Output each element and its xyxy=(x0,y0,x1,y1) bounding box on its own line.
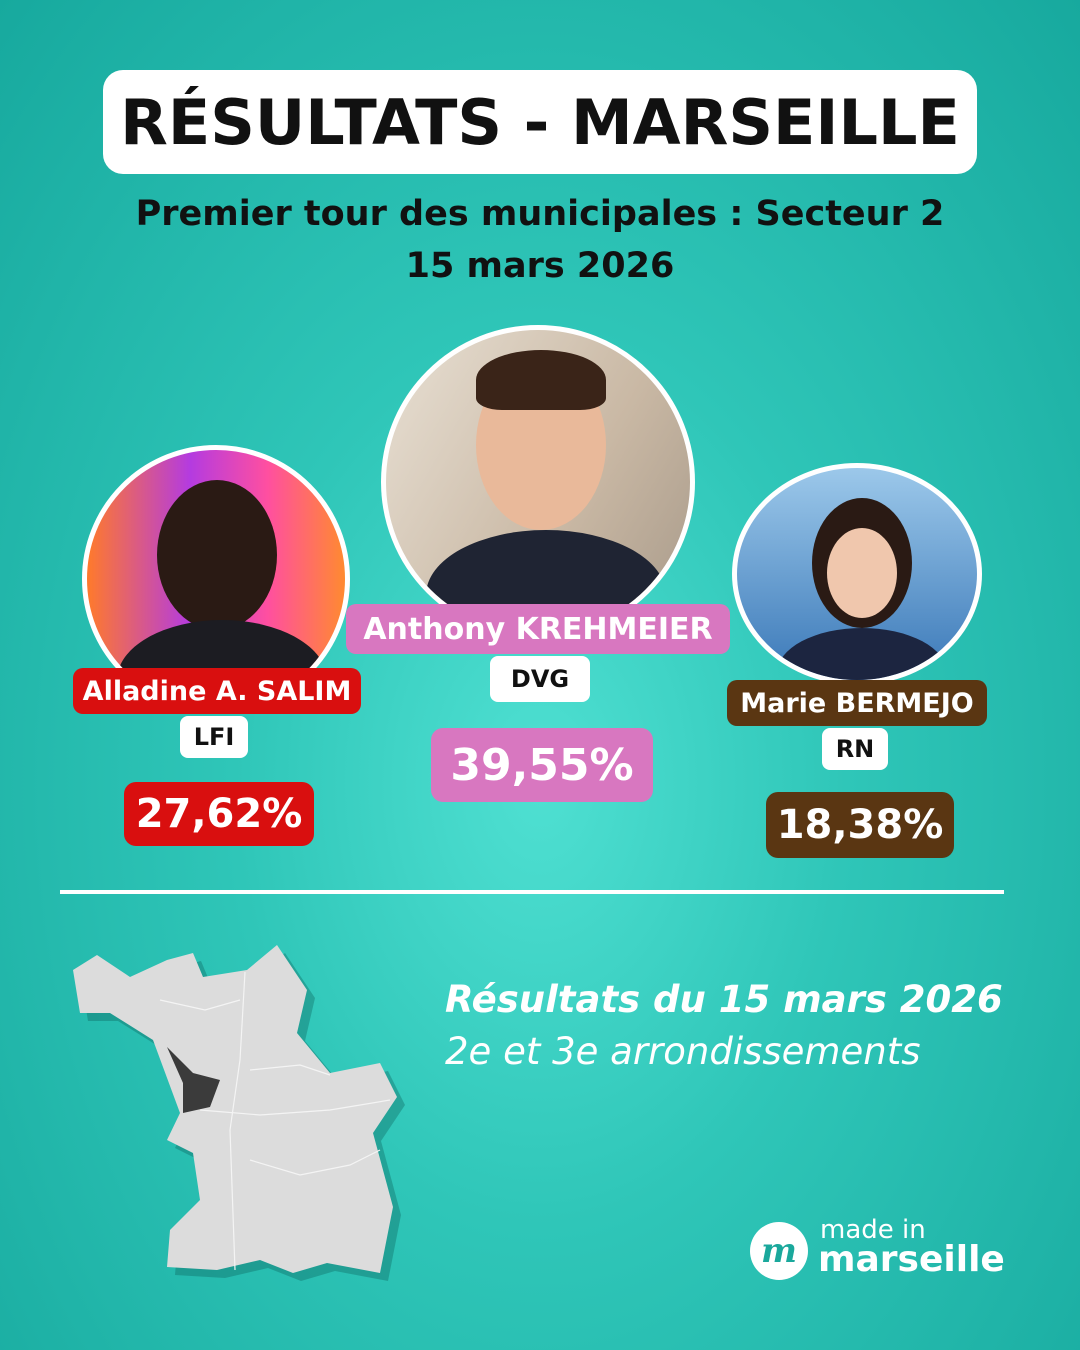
candidate-name-krehmeier: Anthony KREHMEIER xyxy=(346,604,730,654)
divider xyxy=(60,890,1004,894)
map-sector-2 xyxy=(167,1047,220,1113)
candidate-party-salim: LFI xyxy=(180,716,248,758)
candidate-photo-krehmeier xyxy=(381,325,695,639)
logo-text-top: made in xyxy=(820,1215,926,1245)
candidate-percent-salim: 27,62% xyxy=(124,782,314,846)
logo-icon: m xyxy=(750,1222,808,1280)
candidate-photo-bermejo xyxy=(732,463,982,685)
candidate-party-bermejo: RN xyxy=(822,728,888,770)
candidate-name-bermejo: Marie BERMEJO xyxy=(727,680,987,726)
candidate-party-krehmeier: DVG xyxy=(490,656,590,702)
candidate-percent-bermejo: 18,38% xyxy=(766,792,954,858)
map-caption-title: Résultats du 15 mars 2026 xyxy=(445,978,1003,1021)
logo-text-bottom: marseille xyxy=(818,1239,1005,1280)
map-city xyxy=(73,945,397,1273)
map-caption-subtitle: 2e et 3e arrondissements xyxy=(445,1030,921,1073)
logo: m made in marseille xyxy=(750,1216,1010,1282)
subtitle: Premier tour des municipales : Secteur 2 xyxy=(135,194,945,234)
candidate-name-salim: Alladine A. SALIM xyxy=(73,668,361,714)
candidate-percent-krehmeier: 39,55% xyxy=(431,728,653,802)
map-borders xyxy=(159,971,391,1271)
page-title: RÉSULTATS - MARSEILLE xyxy=(103,70,977,174)
date: 15 mars 2026 xyxy=(405,246,675,286)
